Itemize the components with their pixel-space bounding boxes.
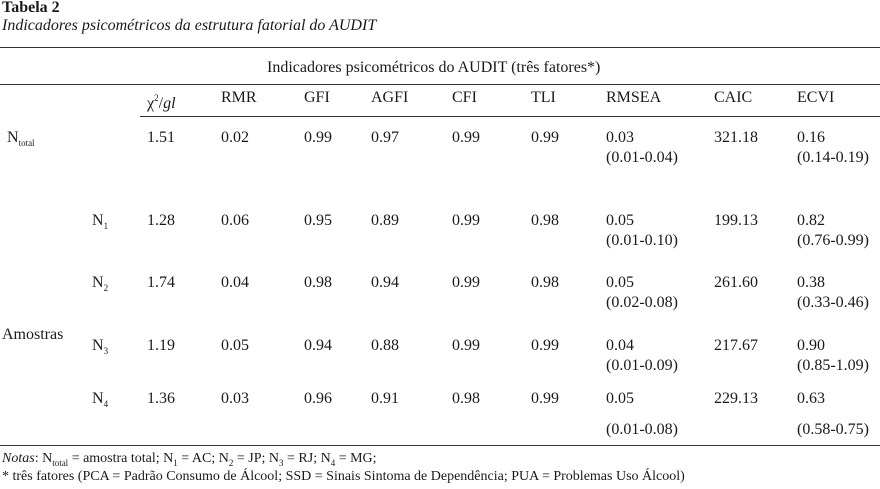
row-label-n1: N1 [92,212,109,231]
header-tli: TLI [531,89,556,106]
table-cell: 0.99 [452,274,480,291]
table-cell: 0.03 [606,129,634,146]
table-cell: 0.89 [371,212,399,229]
table-cell: 217.67 [714,337,758,354]
table-cell: (0.76-0.99) [797,232,869,249]
header-rmr: RMR [221,89,257,106]
table-cell: 0.05 [221,337,249,354]
table-cell: 0.97 [371,129,399,146]
header-agfi: AGFI [371,89,409,106]
table-cell: 0.98 [531,274,559,291]
table-cell: 0.38 [797,274,825,291]
table-cell: 0.98 [531,212,559,229]
group-header: Indicadores psicométricos do AUDIT (três… [267,59,601,76]
header-gfi: GFI [304,89,330,106]
table-cell: (0.14-0.19) [797,149,869,166]
table-cell: 321.18 [714,129,758,146]
top-rule [0,47,880,48]
table-cell: 0.99 [452,337,480,354]
table-cell: 0.95 [304,212,332,229]
table-cell: (0.01-0.09) [606,357,678,374]
table-cell: 0.99 [531,337,559,354]
table-cell: 1.51 [147,129,175,146]
table-cell: 0.96 [304,390,332,407]
table-cell: 1.74 [147,274,175,291]
table-cell: 0.94 [304,337,332,354]
table-cell: 0.88 [371,337,399,354]
row-label-n2: N2 [92,274,109,293]
table-cell: 0.63 [797,390,825,407]
table-cell: 0.91 [371,390,399,407]
table-cell: 0.03 [221,390,249,407]
samples-label: Amostras [2,326,64,343]
header-cfi: CFI [452,89,477,106]
table-label: Tabela 2 [2,0,60,16]
table-cell: 0.99 [531,129,559,146]
table-cell: 1.36 [147,390,175,407]
header-ecvi: ECVI [797,89,835,106]
row-label-n3: N3 [92,337,109,356]
table-cell: 0.02 [221,129,249,146]
table-cell: 0.16 [797,129,825,146]
header-caic: CAIC [714,89,753,106]
table-cell: 0.05 [606,212,634,229]
table-cell: 0.99 [304,129,332,146]
table-cell: (0.01-0.04) [606,149,678,166]
table-cell: (0.02-0.08) [606,294,678,311]
table-cell: 229.13 [714,390,758,407]
table-notes-line2: * três fatores (PCA = Padrão Consumo de … [2,469,685,484]
table-cell: 199.13 [714,212,758,229]
header-rule [0,84,880,85]
table-cell: 0.04 [606,337,634,354]
bottom-rule [0,445,880,446]
table-cell: 0.99 [452,129,480,146]
table-cell: 0.98 [452,390,480,407]
table-cell: 0.94 [371,274,399,291]
table-notes-line1: Notas: Ntotal = amostra total; N1 = AC; … [2,451,377,468]
table-cell: 0.99 [452,212,480,229]
table-cell: (0.01-0.10) [606,232,678,249]
table-caption: Indicadores psicométricos da estrutura f… [2,17,377,34]
table-cell: 0.90 [797,337,825,354]
table-cell: 0.98 [304,274,332,291]
table-cell: (0.01-0.08) [606,421,678,438]
table-cell: (0.33-0.46) [797,294,869,311]
table-cell: 261.60 [714,274,758,291]
subheader-rule [140,116,880,117]
table-cell: (0.85-1.09) [797,357,869,374]
table-cell: 0.05 [606,274,634,291]
table-cell: (0.58-0.75) [797,421,869,438]
table-cell: 0.99 [531,390,559,407]
row-label-ntotal: Ntotal [7,129,35,148]
header-chi: χ2/gl [147,93,176,112]
table-cell: 0.82 [797,212,825,229]
table-cell: 0.04 [221,274,249,291]
table-cell: 0.06 [221,212,249,229]
table-cell: 0.05 [606,390,634,407]
table-cell: 1.28 [147,212,175,229]
table-cell: 1.19 [147,337,175,354]
header-rmsea: RMSEA [606,89,662,106]
row-label-n4: N4 [92,390,109,409]
